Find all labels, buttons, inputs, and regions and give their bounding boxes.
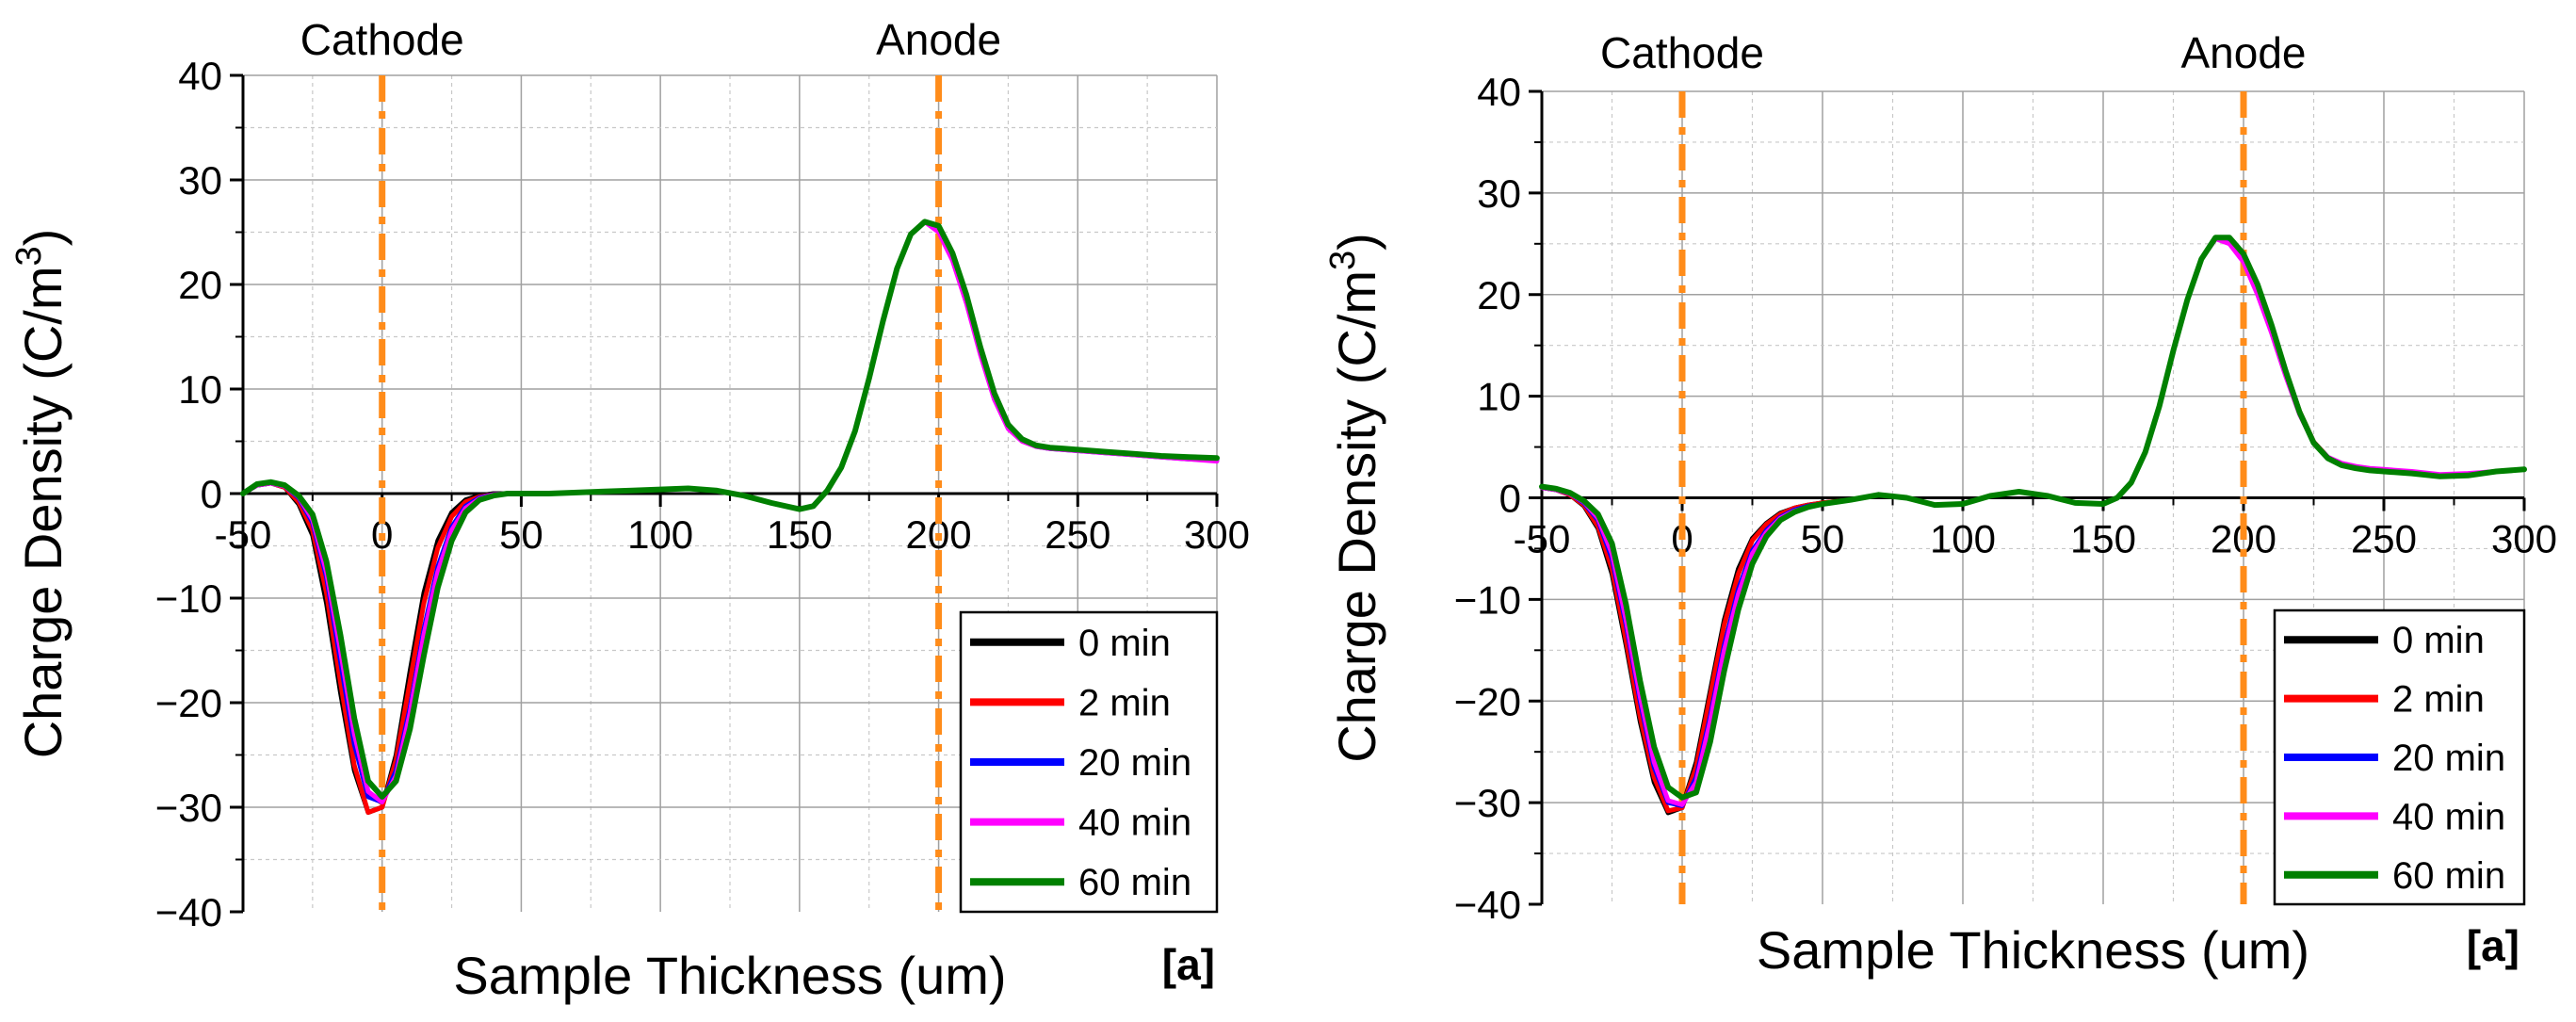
- y-axis-title: Charge Density (C/m3): [9, 229, 73, 759]
- y-tick-label: −40: [1454, 883, 1521, 927]
- y-tick-label: 0: [1499, 477, 1521, 521]
- x-tick-label: 50: [1801, 517, 1845, 561]
- y-axis-title-main: Charge Density (C/m: [1327, 270, 1386, 763]
- series-line-60-min: [240, 219, 1220, 800]
- series-line-60-min: [1539, 235, 2527, 801]
- legend-label: 2 min: [2392, 679, 2485, 721]
- x-tick-label: 150: [767, 512, 833, 557]
- y-tick-label: −10: [1454, 577, 1521, 622]
- legend-label: 40 min: [1078, 803, 1191, 844]
- y-tick-label: 40: [1477, 70, 1521, 114]
- y-tick-label: 10: [178, 367, 222, 412]
- legend-label: 40 min: [2392, 796, 2505, 837]
- y-tick-label: −10: [155, 576, 222, 621]
- y-tick-label: −40: [155, 890, 222, 934]
- y-tick-label: −30: [1454, 781, 1521, 825]
- chart-panel-2: −40−30−20−10010203040-500501001502002503…: [1323, 28, 2557, 980]
- x-tick-label: 100: [627, 512, 693, 557]
- y-tick-label: 20: [1477, 273, 1521, 317]
- legend-label: 20 min: [2392, 738, 2505, 779]
- chart-panel-1: −40−30−20−10010203040-500501001502002503…: [9, 15, 1250, 1005]
- x-tick-label: -50: [215, 512, 272, 557]
- y-axis-title-main: Charge Density (C/m: [13, 266, 73, 758]
- y-tick-label: 40: [178, 54, 222, 98]
- y-axis-title-close: ): [13, 229, 73, 247]
- x-tick-label: 100: [1930, 517, 1996, 561]
- panel-label: [a]: [2467, 921, 2519, 970]
- y-tick-label: −20: [155, 681, 222, 725]
- panel-label: [a]: [1162, 940, 1215, 989]
- y-axis-title: Charge Density (C/m3): [1323, 233, 1386, 763]
- y-axis-title-superscript: 3: [1323, 251, 1363, 270]
- legend-label: 2 min: [1078, 682, 1171, 723]
- annotation-label-anode: Anode: [876, 15, 1001, 64]
- x-tick-label: 150: [2070, 517, 2136, 561]
- annotation-label-anode: Anode: [2180, 28, 2306, 77]
- x-tick-label: 300: [2491, 517, 2557, 561]
- legend-label: 20 min: [1078, 742, 1191, 784]
- y-tick-label: 0: [201, 472, 222, 516]
- legend: 0 min 2 min 20 min 40 min 60 min: [2273, 608, 2526, 906]
- x-tick-label: -50: [1514, 517, 1571, 561]
- y-tick-label: −30: [155, 786, 222, 830]
- x-tick-label: 50: [499, 512, 543, 557]
- y-axis-title-close: ): [1327, 233, 1386, 251]
- x-tick-label: 250: [1045, 512, 1110, 557]
- x-tick-label: 300: [1184, 512, 1250, 557]
- y-tick-label: 30: [178, 158, 222, 203]
- x-axis-title: Sample Thickness (um): [453, 946, 1006, 1005]
- y-tick-label: 30: [1477, 171, 1521, 216]
- legend-label: 60 min: [2392, 855, 2505, 897]
- legend: 0 min 2 min 20 min 40 min 60 min: [959, 610, 1219, 914]
- y-tick-label: 20: [178, 263, 222, 307]
- legend-label: 0 min: [1078, 623, 1171, 664]
- annotation-label-cathode: Cathode: [300, 15, 464, 64]
- legend-box: [2273, 608, 2526, 906]
- legend-label: 60 min: [1078, 862, 1191, 903]
- y-axis-title-superscript: 3: [9, 246, 49, 266]
- y-tick-label: 10: [1477, 375, 1521, 419]
- y-tick-label: −20: [1454, 679, 1521, 723]
- legend-label: 0 min: [2392, 620, 2485, 661]
- x-axis-title: Sample Thickness (um): [1757, 920, 2309, 980]
- annotation-label-cathode: Cathode: [1600, 28, 1764, 77]
- x-tick-label: 250: [2351, 517, 2417, 561]
